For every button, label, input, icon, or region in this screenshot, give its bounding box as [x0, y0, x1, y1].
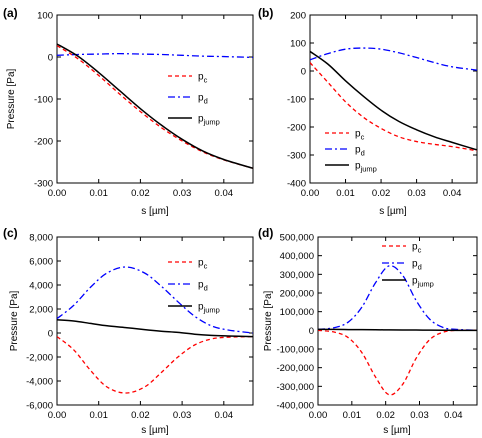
- x-tick-label: 0.02: [376, 410, 395, 421]
- y-tick-label: -400: [287, 179, 306, 190]
- x-tick-label: 0.03: [407, 188, 426, 199]
- series-line-d: [318, 265, 477, 331]
- x-tick-label: 0.03: [173, 188, 192, 199]
- legend-label-jump: pjump: [412, 276, 434, 289]
- x-tick-label: 0.02: [131, 410, 150, 421]
- x-tick-label: 0.00: [309, 410, 328, 421]
- x-tick-label: 0.00: [48, 410, 67, 421]
- x-tick-label: 0.02: [372, 188, 391, 199]
- y-tick-label: 6,000: [29, 257, 53, 268]
- series-line-c: [310, 62, 477, 152]
- series-line-jump: [310, 50, 477, 151]
- x-tick-label: 0.04: [215, 188, 234, 199]
- y-tick-label: 500,000: [280, 233, 314, 244]
- legend-label-c: pc: [355, 129, 365, 142]
- series-line-jump: [57, 319, 253, 338]
- x-tick-label: 0.00: [301, 188, 320, 199]
- y-tick-label: -200: [34, 137, 53, 148]
- y-axis-title: Pressure [Pa]: [6, 68, 17, 129]
- y-tick-label: -4,000: [26, 377, 53, 388]
- x-tick-label: 0.04: [443, 188, 462, 199]
- plot-frame: [309, 14, 478, 184]
- series-line-c: [57, 45, 253, 169]
- y-tick-label: 100: [290, 39, 306, 50]
- y-tick-label: 200,000: [280, 289, 314, 300]
- y-tick-label: -200: [287, 123, 306, 134]
- y-tick-label: 8,000: [29, 233, 53, 244]
- x-tick-label: 0.02: [131, 188, 150, 199]
- panel-label: (b): [258, 6, 273, 20]
- series-line-d: [57, 52, 253, 59]
- panel-3: (c) 0.00 0.01 0.02 0.03 0.04 -6,000 -4,000 -2,00…: [3, 226, 254, 436]
- y-tick-label: -100: [34, 95, 53, 106]
- plot-frame: [317, 236, 478, 406]
- x-axis-title: s [µm]: [383, 425, 411, 436]
- x-tick-label: 0.03: [173, 410, 192, 421]
- legend-label-jump: pjump: [198, 302, 220, 315]
- legend-label-d: pd: [198, 280, 208, 293]
- series-line-c: [57, 335, 253, 394]
- x-tick-label: 0.01: [89, 410, 108, 421]
- x-tick-label: 0.00: [48, 188, 67, 199]
- y-tick-label: -300,000: [276, 382, 314, 393]
- panel-label: (d): [258, 226, 273, 240]
- y-tick-label: 0: [48, 329, 53, 340]
- panel-label: (a): [3, 6, 18, 20]
- legend: pc pd pjump: [168, 72, 220, 127]
- y-tick-label: -300: [34, 179, 53, 190]
- x-tick-label: 0.01: [343, 410, 362, 421]
- y-axis-title: Pressure [Pa]: [9, 290, 20, 351]
- y-tick-label: -6,000: [26, 401, 53, 412]
- y-tick-label: 100: [37, 11, 53, 22]
- y-tick-label: 2,000: [29, 305, 53, 316]
- plot-frame: [56, 14, 254, 184]
- y-tick-label: 300,000: [280, 270, 314, 281]
- plot-frame: [56, 236, 254, 406]
- legend-label-d: pd: [355, 145, 365, 158]
- panel-label: (c): [3, 226, 18, 240]
- y-tick-label: -200,000: [276, 363, 314, 374]
- series-line-d: [310, 47, 477, 71]
- y-tick-label: 200: [290, 11, 306, 22]
- x-axis-title: s [µm]: [379, 206, 407, 217]
- x-tick-label: 0.04: [215, 410, 234, 421]
- x-tick-label: 0.04: [444, 410, 463, 421]
- series-line-c: [318, 329, 477, 396]
- y-tick-label: -400,000: [276, 401, 314, 412]
- panel-2: (b) 0.00 0.01 0.02 0.03 0.04 -400 -300 -200 -100 0…: [258, 6, 478, 217]
- legend-label-c: pc: [412, 242, 422, 255]
- x-tick-label: 0.01: [89, 188, 108, 199]
- legend-label-c: pc: [198, 72, 208, 85]
- y-tick-label: 0: [301, 67, 306, 78]
- legend-label-c: pc: [198, 258, 208, 271]
- x-tick-label: 0.03: [410, 410, 429, 421]
- legend-label-jump: pjump: [355, 161, 377, 174]
- y-tick-label: -100,000: [276, 345, 314, 356]
- y-tick-label: 100,000: [280, 307, 314, 318]
- y-tick-label: 0: [48, 53, 53, 64]
- y-tick-label: -300: [287, 151, 306, 162]
- x-axis-title: s [µm]: [141, 425, 169, 436]
- y-tick-label: -100: [287, 95, 306, 106]
- y-tick-label: -2,000: [26, 353, 53, 364]
- legend-label-d: pd: [412, 259, 422, 272]
- series-line-jump: [57, 43, 253, 170]
- y-tick-label: 400,000: [280, 251, 314, 262]
- y-tick-label: 0: [309, 326, 314, 337]
- panel-1: (a) 0.00 0.01 0.02 0.03 0.04 -300 -200 -100 0 100 s…: [3, 6, 254, 217]
- panel-4: (d) 0.00 0.01 0.02 0.03 0.04 -400,000 -300,000 -…: [258, 226, 478, 436]
- legend: pc pd pjump: [382, 242, 434, 289]
- legend-label-jump: pjump: [198, 114, 220, 127]
- y-tick-label: 4,000: [29, 281, 53, 292]
- legend-label-d: pd: [198, 93, 208, 106]
- legend: pc pd pjump: [168, 258, 220, 315]
- legend: pc pd pjump: [325, 129, 377, 174]
- series-line-jump: [318, 328, 477, 332]
- x-tick-label: 0.01: [336, 188, 355, 199]
- x-axis-title: s [µm]: [141, 206, 169, 217]
- y-axis-title: Pressure [Pa]: [263, 290, 274, 351]
